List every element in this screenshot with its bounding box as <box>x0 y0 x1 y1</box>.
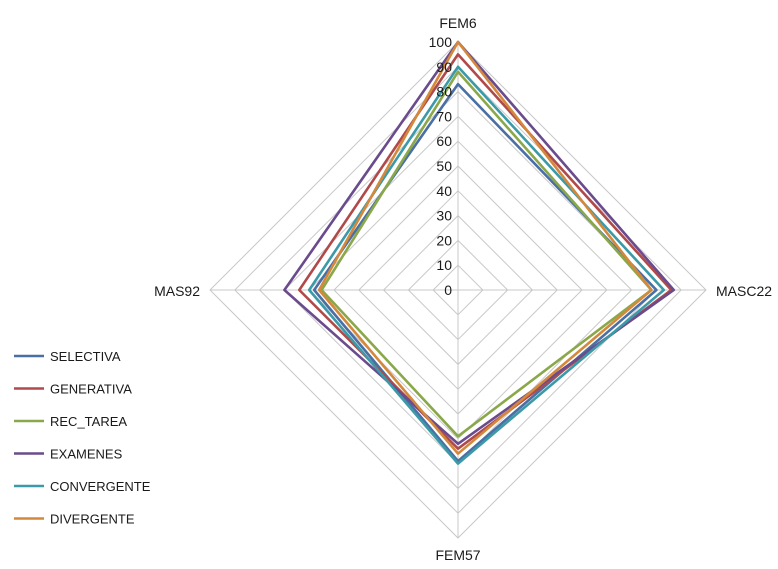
legend-label: DIVERGENTE <box>50 512 135 527</box>
tick-label: 100 <box>429 34 453 50</box>
series-line-examenes <box>283 40 676 446</box>
chart-legend: SELECTIVA GENERATIVA REC_TAREA EXAMENES CONV… <box>14 349 151 527</box>
radar-tick-labels: 0 10 20 30 40 50 60 70 80 90 100 <box>429 34 453 298</box>
tick-label: 70 <box>436 108 452 124</box>
tick-label: 40 <box>436 183 452 199</box>
radar-axis-labels: FEM6 MASC22 FEM57 MAS92 <box>154 15 772 563</box>
axis-label-mas92: MAS92 <box>154 283 200 299</box>
tick-label: 90 <box>436 59 452 75</box>
legend-label: EXAMENES <box>50 447 123 462</box>
axis-label-masc22: MASC22 <box>716 283 772 299</box>
tick-label: 80 <box>436 84 452 100</box>
series-line-selectiva <box>312 82 658 463</box>
series-line-generativa <box>297 53 673 451</box>
tick-label: 60 <box>436 133 452 149</box>
legend-label: GENERATIVA <box>50 382 132 397</box>
radar-series <box>283 40 676 465</box>
series-line-divergente <box>317 40 653 455</box>
legend-label: CONVERGENTE <box>50 479 151 494</box>
legend-label: REC_TAREA <box>50 414 127 429</box>
axis-label-fem6: FEM6 <box>439 15 477 31</box>
series-line-convergente <box>307 65 666 465</box>
legend-label: SELECTIVA <box>50 349 121 364</box>
tick-label: 0 <box>444 282 452 298</box>
tick-label: 50 <box>436 158 452 174</box>
tick-label: 10 <box>436 257 452 273</box>
axis-label-fem57: FEM57 <box>435 547 480 563</box>
series-line-rec-tarea <box>320 70 653 438</box>
tick-label: 20 <box>436 232 452 248</box>
tick-label: 30 <box>436 208 452 224</box>
